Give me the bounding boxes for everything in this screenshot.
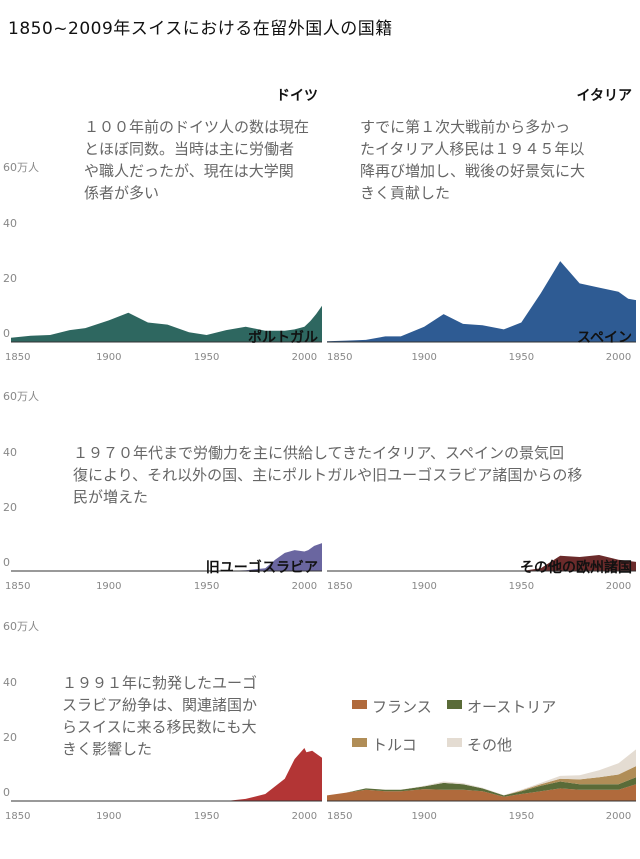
legend-label: オーストリア (467, 698, 556, 716)
annotation-text: 降再び増加し、戦後の好景気に大 (360, 162, 585, 180)
x-tick-label: 1900 (96, 581, 121, 592)
y-tick-label: 20 (3, 272, 17, 285)
panel-title: イタリア (577, 88, 632, 104)
annotation-text: 復により、それ以外の国、主にポルトガルや旧ユーゴスラビア諸国からの移 (73, 466, 582, 484)
panel-title: ドイツ (276, 88, 318, 104)
x-tick-label: 2000 (292, 811, 317, 822)
x-tick-label: 1950 (509, 352, 534, 363)
legend-swatch (352, 700, 367, 709)
y-tick-label: 0 (3, 556, 10, 569)
annotation-text: スラビア紛争は、関連諸国か (62, 696, 257, 714)
panel-title: その他の欧州諸国 (520, 559, 632, 576)
x-tick-label: 2000 (292, 352, 317, 363)
annotation-text: とほぼ同数。当時は主に労働者 (84, 140, 294, 158)
y-tick-label: 60万人 (3, 620, 39, 633)
x-tick-label: 1900 (411, 352, 436, 363)
x-tick-label: 1900 (411, 811, 436, 822)
legend-swatch (447, 738, 462, 747)
annotation-text: １９７０年代まで労働力を主に供給してきたイタリア、スペインの景気回 (73, 444, 564, 462)
area-ドイツ (11, 305, 322, 342)
area-ポルトガル (11, 543, 322, 571)
x-tick-label: 2000 (292, 581, 317, 592)
x-tick-label: 1900 (96, 352, 121, 363)
panel-title: 旧ユーゴスラビア (206, 559, 318, 576)
annotation-text: すでに第１次大戦前から多かっ (360, 118, 570, 136)
annotation-text: らスイスに来る移民数にも大 (62, 718, 257, 736)
legend-label: トルコ (372, 736, 417, 754)
y-tick-label: 60万人 (3, 390, 39, 403)
annotation-text: 係者が多い (84, 184, 159, 202)
x-tick-label: 1950 (194, 352, 219, 363)
area-トルコ (327, 766, 636, 796)
x-tick-label: 2000 (606, 811, 631, 822)
x-tick-label: 1950 (194, 581, 219, 592)
annotation-text: きく影響した (62, 740, 152, 758)
y-tick-label: 20 (3, 501, 17, 514)
y-tick-label: 60万人 (3, 161, 39, 174)
x-tick-label: 1950 (509, 811, 534, 822)
x-tick-label: 1950 (194, 811, 219, 822)
legend-item: オーストリア (447, 698, 556, 716)
panel-title: ポルトガル (248, 329, 318, 346)
y-tick-label: 0 (3, 786, 10, 799)
y-tick-label: 40 (3, 217, 17, 230)
x-tick-label: 1850 (327, 811, 352, 822)
x-tick-label: 1850 (327, 581, 352, 592)
page-title: 1850~2009年スイスにおける在留外国人の国籍 (8, 19, 393, 39)
legend-swatch (447, 700, 462, 709)
y-tick-label: 40 (3, 676, 17, 689)
panel-4: スペイン 1850 1900 1950 2000 (327, 330, 636, 592)
legend-item: フランス (352, 698, 432, 716)
area-スペイン (327, 555, 636, 571)
legend-label: その他 (467, 736, 512, 754)
annotation-text: や職人だったが、現在は大学関 (84, 162, 294, 180)
legend-swatch (352, 738, 367, 747)
y-tick-label: 0 (3, 327, 10, 340)
y-tick-label: 20 (3, 731, 17, 744)
area-イタリア (327, 261, 636, 342)
panel-1: ドイツ 1850 1900 1950 2000 １００年前のドイツ人の数は現在とほぼ同数。… (3, 88, 322, 363)
x-tick-label: 1850 (5, 352, 30, 363)
legend-item: その他 (447, 736, 512, 754)
x-tick-label: 2000 (606, 352, 631, 363)
x-tick-label: 1850 (5, 811, 30, 822)
area-旧ユーゴスラビア (11, 748, 322, 801)
annotation-text: きく貢献した (360, 184, 450, 202)
annotation-text: １００年前のドイツ人の数は現在 (84, 118, 309, 136)
annotation-text: １９９１年に勃発したユーゴ (62, 674, 257, 692)
annotation-text: 民が増えた (73, 488, 148, 506)
panel-2: イタリア 1850 1900 1950 2000 すでに第１次大戦前から多かったイタリア人… (327, 88, 636, 363)
x-tick-label: 1900 (411, 581, 436, 592)
x-tick-label: 1850 (327, 352, 352, 363)
x-tick-label: 1850 (5, 581, 30, 592)
panel-title: スペイン (577, 330, 632, 346)
annotation-text: たイタリア人移民は１９４５年以 (360, 140, 584, 158)
x-tick-label: 1900 (96, 811, 121, 822)
area-オーストリア (327, 777, 636, 797)
x-tick-label: 2000 (606, 581, 631, 592)
legend-item: トルコ (352, 736, 417, 754)
x-tick-label: 1950 (509, 581, 534, 592)
area-フランス (327, 784, 636, 801)
y-tick-label: 40 (3, 446, 17, 459)
legend-label: フランス (372, 698, 432, 716)
